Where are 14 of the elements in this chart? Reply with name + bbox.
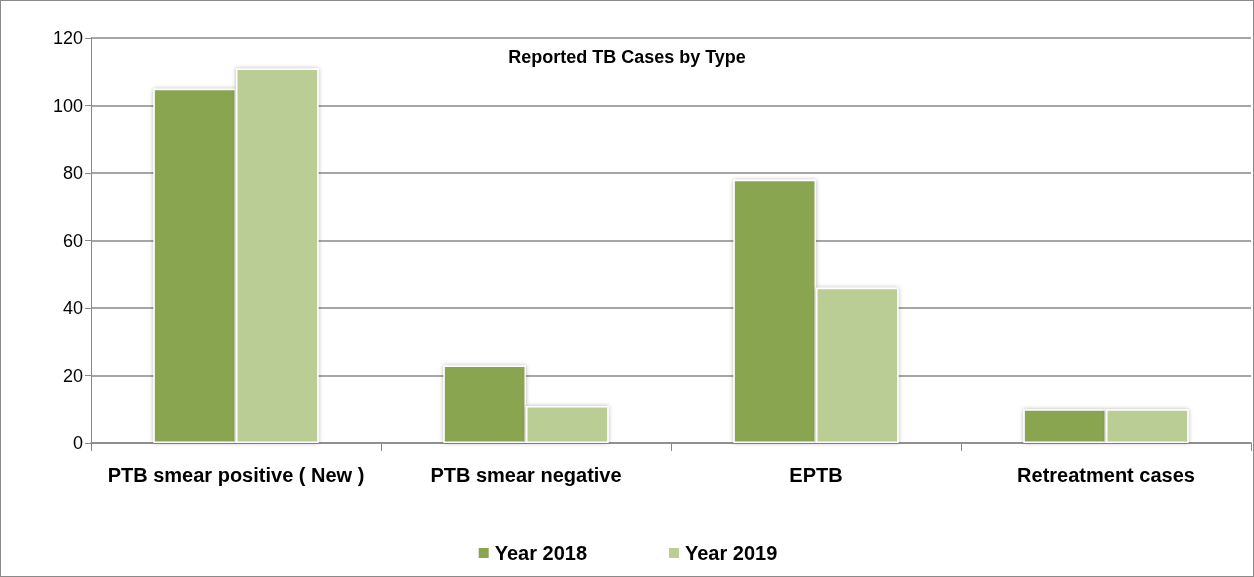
y-tick-label: 0 — [72, 433, 83, 453]
x-tick-label: Retreatment cases — [1017, 464, 1195, 486]
y-tick-label: 120 — [52, 28, 83, 48]
x-tick-label: PTB smear positive ( New ) — [107, 464, 365, 486]
y-tick-label: 80 — [62, 163, 83, 183]
x-tick-label: EPTB — [789, 464, 843, 486]
y-tick-label: 60 — [62, 230, 83, 251]
y-tick-label: 40 — [62, 298, 83, 318]
legend-label: Year 2019 — [685, 542, 778, 564]
text: Reported TB Cases by Type — [508, 47, 746, 67]
y-tick-label: 100 — [52, 95, 83, 116]
legend-label: Year 2018 — [494, 542, 588, 564]
x-tick-label: PTB smear negative — [430, 464, 622, 486]
y-tick-label: 20 — [62, 365, 83, 386]
